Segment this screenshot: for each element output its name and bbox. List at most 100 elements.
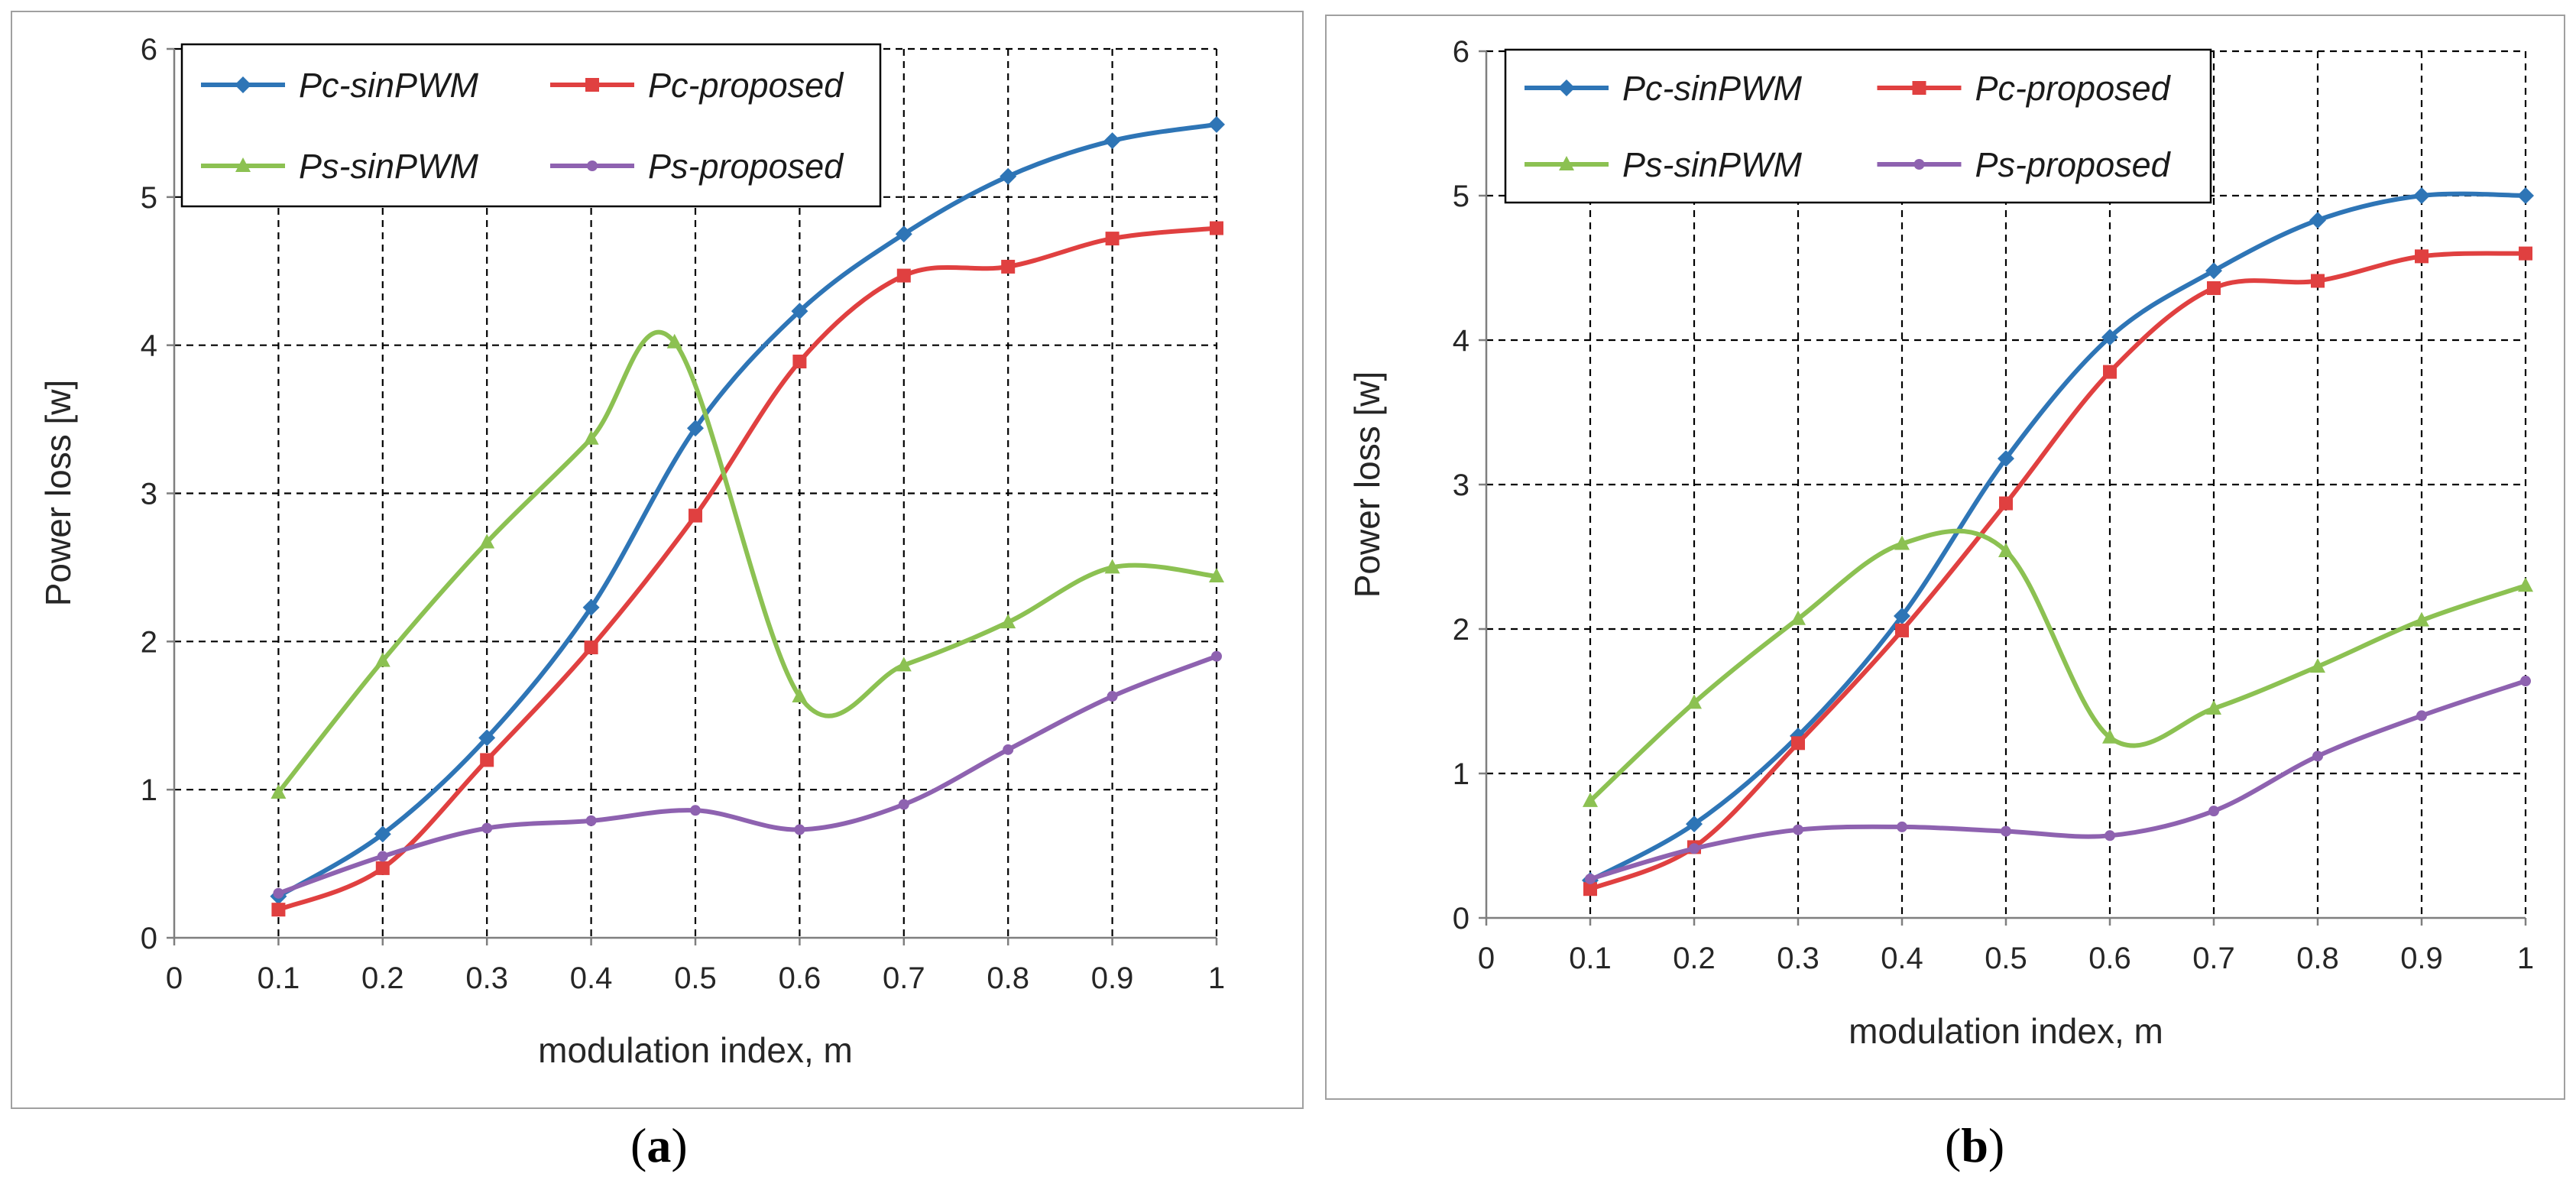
x-tick-label: 0.5 — [674, 961, 717, 995]
chart-frame — [11, 11, 1304, 1109]
data-point — [1104, 559, 1120, 574]
legend-entry: Ps-proposed — [1877, 145, 2172, 184]
x-tick-label: 0 — [1478, 942, 1495, 975]
series-Ps-sinPWM — [271, 329, 1224, 799]
y-tick-label: 0 — [1453, 902, 1469, 935]
data-point — [374, 652, 390, 667]
data-point — [377, 851, 388, 862]
data-point — [794, 824, 805, 835]
panel-a: 0 1 2 3 4 5 6 0 0.1 0.2 0.3 0.4 0.5 0.6 0.7 0.8 0.9 1 Powe… — [11, 11, 1304, 1172]
data-point — [1791, 736, 1805, 751]
data-point — [375, 861, 390, 875]
data-point — [896, 657, 912, 672]
data-point — [1999, 496, 2013, 511]
legend-entry: Ps-sinPWM — [1525, 145, 1803, 184]
data-point — [2105, 830, 2115, 841]
data-point — [480, 753, 494, 767]
data-point — [1895, 623, 1909, 637]
y-tick-label: 2 — [1453, 613, 1469, 647]
x-tick-label: 0 — [166, 961, 183, 995]
series-Ps-proposed — [273, 650, 1222, 899]
data-point — [895, 225, 912, 243]
data-point — [2416, 710, 2427, 721]
x-tick-label: 0.4 — [570, 961, 613, 995]
series-Ps-proposed — [1585, 676, 2531, 884]
data-point — [2415, 249, 2429, 264]
y-tick-label: 2 — [141, 625, 157, 659]
legend-entry: Pc-proposed — [550, 66, 844, 105]
x-tick-label: 0.8 — [2296, 942, 2339, 975]
y-tick-label: 4 — [141, 329, 157, 363]
data-point — [687, 420, 704, 437]
data-point — [896, 268, 911, 283]
data-point — [1107, 691, 1118, 702]
legend-entry: Pc-sinPWM — [1525, 69, 1803, 108]
legend-entry: Pc-proposed — [1877, 69, 2172, 108]
x-tick-label: 0.3 — [465, 961, 508, 995]
data-point — [271, 784, 287, 799]
data-point — [1000, 167, 1017, 185]
legend-label: Pc-sinPWM — [299, 66, 479, 105]
legend-entry: Pc-sinPWM — [201, 66, 479, 105]
y-tick-label: 1 — [1453, 757, 1469, 791]
y-tick-label: 5 — [141, 181, 157, 215]
y-tick-label: 3 — [1453, 469, 1469, 502]
data-point — [2207, 280, 2221, 295]
data-point — [1211, 650, 1222, 662]
x-axis-title: modulation index, m — [538, 1030, 853, 1070]
data-point — [666, 333, 682, 349]
data-point — [792, 688, 808, 703]
y-tick-label: 6 — [1453, 35, 1469, 69]
data-point — [1209, 568, 1224, 583]
legend-label: Pc-proposed — [648, 66, 844, 105]
data-point — [2208, 806, 2219, 817]
legend-marker — [587, 161, 598, 171]
x-tick-label: 0.1 — [1569, 942, 1612, 975]
data-point — [1998, 542, 2014, 557]
x-tick-label: 0.2 — [1673, 942, 1716, 975]
x-tick-label: 0.8 — [987, 961, 1029, 995]
data-point — [2414, 611, 2429, 627]
legend: Pc-sinPWM Pc-proposed Ps-sinPWM Ps-proposed — [1504, 48, 2212, 204]
data-point — [583, 430, 599, 445]
data-point — [791, 303, 808, 320]
series-line — [1588, 679, 2528, 881]
data-point — [1686, 816, 1703, 833]
x-axis-title: modulation index, m — [1849, 1011, 2163, 1051]
series-line — [1588, 251, 2528, 892]
data-point — [1998, 449, 2014, 467]
legend-label: Ps-proposed — [648, 147, 844, 186]
legend-box — [1504, 48, 2212, 204]
x-tick-label: 0.6 — [2088, 942, 2131, 975]
x-tick-label: 0.1 — [258, 961, 300, 995]
data-point — [2312, 751, 2323, 762]
x-tick-label: 1 — [1208, 961, 1225, 995]
data-point — [1583, 792, 1598, 807]
legend-label: Ps-sinPWM — [1622, 145, 1803, 184]
data-point — [1103, 132, 1121, 150]
data-point — [1790, 610, 1806, 625]
data-point — [2103, 365, 2117, 379]
data-point — [2520, 676, 2531, 687]
data-point — [374, 825, 391, 843]
data-point — [690, 805, 701, 816]
legend-box — [180, 43, 882, 208]
data-point — [2001, 825, 2011, 837]
panel-caption: (b) — [1945, 1118, 2004, 1172]
data-point — [2517, 187, 2534, 204]
data-point — [1210, 221, 1223, 235]
panel-b: 0 1 2 3 4 5 6 0 0.1 0.2 0.3 0.4 0.5 0.6 0.7 0.8 0.9 1 Powe… — [1325, 15, 2565, 1172]
data-point — [2101, 329, 2118, 346]
x-tick-label: 0.2 — [361, 961, 404, 995]
data-point — [271, 903, 286, 917]
data-point — [1000, 614, 1016, 629]
data-point — [2206, 699, 2221, 715]
legend-label: Ps-sinPWM — [299, 147, 479, 186]
data-point — [584, 640, 598, 655]
caption-open: ( — [630, 1118, 646, 1172]
data-point — [582, 598, 600, 616]
data-point — [2413, 187, 2430, 204]
y-tick-label: 3 — [141, 478, 157, 511]
y-tick-label: 4 — [1453, 324, 1469, 358]
data-point — [273, 887, 284, 899]
